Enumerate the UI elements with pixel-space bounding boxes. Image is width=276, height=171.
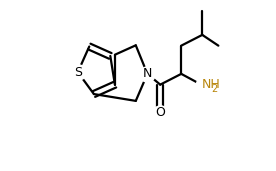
Text: NH: NH <box>201 78 220 91</box>
Text: S: S <box>74 66 82 79</box>
Text: N: N <box>143 67 152 80</box>
Text: O: O <box>155 106 165 119</box>
Text: 2: 2 <box>211 84 217 94</box>
